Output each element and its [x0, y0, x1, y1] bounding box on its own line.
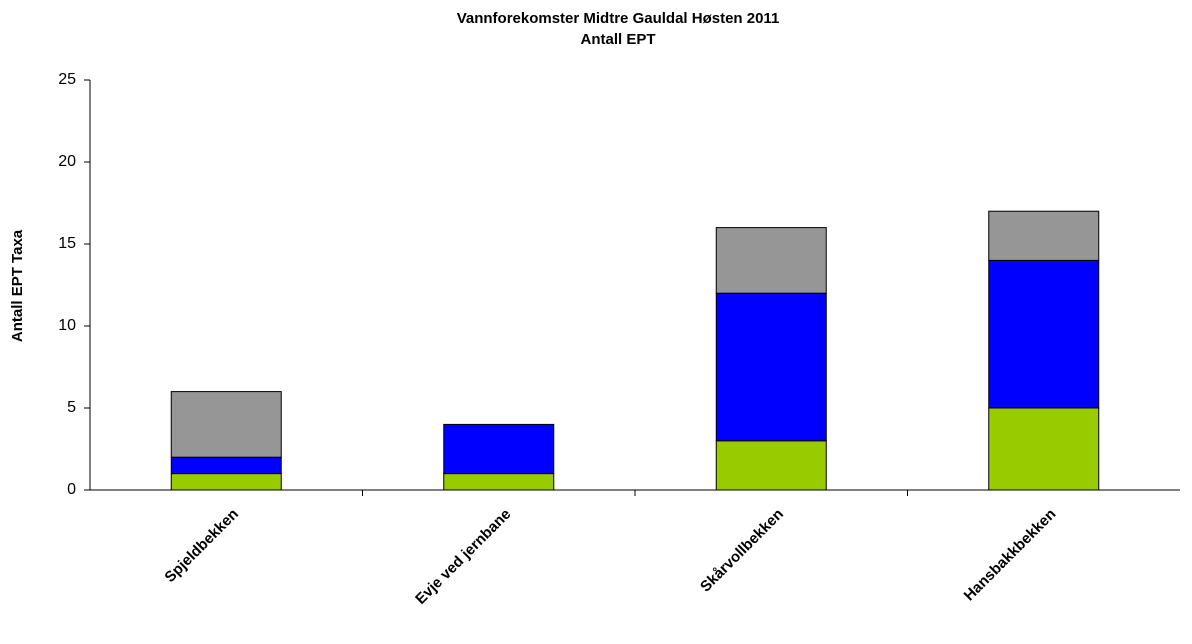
x-tick-label: Evje ved jernbane [412, 506, 514, 608]
bar-segment [170, 473, 282, 491]
bar-segment [715, 292, 827, 442]
x-tick-label: Spjeldbekken [161, 506, 241, 586]
bar-segment [988, 407, 1100, 491]
chart-title: Vannforekomster Midtre Gauldal Høsten 20… [457, 10, 780, 27]
bar-segment [988, 259, 1100, 409]
y-axis-label: Antall EPT Taxa [9, 229, 26, 342]
x-tick-label: Skårvollbekken [697, 506, 787, 596]
y-tick-label: 15 [58, 235, 76, 252]
y-tick-label: 5 [67, 399, 76, 416]
bar-segment [988, 210, 1100, 261]
y-tick-label: 10 [58, 317, 76, 334]
bar-segment [443, 423, 555, 475]
y-tick-label: 25 [58, 71, 76, 88]
chart-subtitle: Antall EPT [580, 31, 655, 48]
bar-segment [715, 227, 827, 294]
y-tick-label: 20 [58, 153, 76, 170]
x-tick-label: Hansbakkbekken [961, 506, 1060, 605]
bar-segment [443, 473, 555, 491]
bar-segment [170, 391, 282, 458]
bar-segment [715, 440, 827, 491]
bar-segment [170, 456, 282, 475]
y-tick-label: 0 [67, 481, 76, 498]
